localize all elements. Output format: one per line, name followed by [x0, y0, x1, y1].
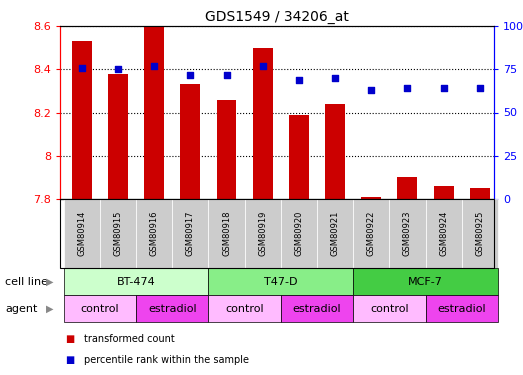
Text: GSM80920: GSM80920 — [294, 211, 303, 256]
Point — [186, 72, 195, 78]
Text: estradiol: estradiol — [148, 304, 197, 313]
Bar — [72, 41, 92, 199]
Text: GSM80925: GSM80925 — [475, 211, 484, 256]
Title: GDS1549 / 34206_at: GDS1549 / 34206_at — [205, 10, 349, 24]
Point — [475, 86, 484, 92]
Point — [403, 86, 412, 92]
Text: GSM80921: GSM80921 — [331, 211, 339, 256]
Point — [77, 64, 86, 70]
Text: control: control — [81, 304, 119, 313]
Text: agent: agent — [5, 304, 38, 313]
Text: GSM80916: GSM80916 — [150, 211, 158, 256]
Point — [150, 63, 158, 69]
Bar — [361, 196, 381, 199]
Bar — [217, 100, 236, 199]
Bar — [108, 74, 128, 199]
Text: GSM80922: GSM80922 — [367, 211, 376, 256]
Point — [439, 86, 448, 92]
Bar — [434, 186, 453, 199]
Text: ▶: ▶ — [46, 304, 53, 313]
Text: MCF-7: MCF-7 — [408, 277, 443, 286]
Text: estradiol: estradiol — [437, 304, 486, 313]
Text: control: control — [225, 304, 264, 313]
Point — [222, 72, 231, 78]
Bar — [325, 104, 345, 199]
Text: BT-474: BT-474 — [117, 277, 155, 286]
Bar — [397, 177, 417, 199]
Text: GSM80923: GSM80923 — [403, 211, 412, 256]
Text: GSM80918: GSM80918 — [222, 211, 231, 256]
Bar — [253, 48, 272, 199]
Point — [331, 75, 339, 81]
Point — [295, 77, 303, 83]
Text: ■: ■ — [65, 334, 75, 344]
Text: GSM80915: GSM80915 — [113, 211, 122, 256]
Bar — [180, 84, 200, 199]
Text: percentile rank within the sample: percentile rank within the sample — [84, 355, 248, 365]
Text: ▶: ▶ — [46, 277, 53, 286]
Point — [258, 63, 267, 69]
Point — [114, 66, 122, 72]
Text: control: control — [370, 304, 408, 313]
Text: GSM80914: GSM80914 — [77, 211, 86, 256]
Text: T47-D: T47-D — [264, 277, 298, 286]
Bar — [144, 26, 164, 199]
Text: GSM80919: GSM80919 — [258, 211, 267, 256]
Bar — [289, 115, 309, 199]
Bar — [470, 188, 490, 199]
Text: cell line: cell line — [5, 277, 48, 286]
Text: GSM80924: GSM80924 — [439, 211, 448, 256]
Point — [367, 87, 376, 93]
Text: transformed count: transformed count — [84, 334, 175, 344]
Text: estradiol: estradiol — [293, 304, 342, 313]
Text: GSM80917: GSM80917 — [186, 211, 195, 256]
Text: ■: ■ — [65, 355, 75, 365]
